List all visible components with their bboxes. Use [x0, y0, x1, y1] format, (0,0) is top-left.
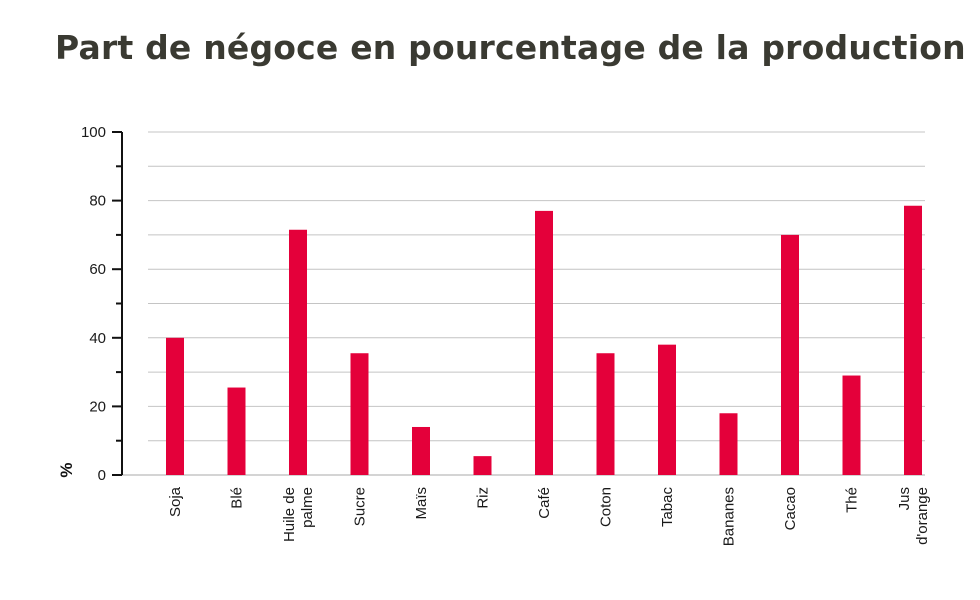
chart-title: Part de négoce en pourcentage de la prod…	[55, 28, 966, 67]
bar	[227, 387, 246, 475]
x-category-label: Soja	[167, 486, 184, 517]
x-category-label: Bananes	[721, 487, 738, 546]
x-category-label: Tabac	[659, 487, 676, 528]
bar	[535, 210, 553, 475]
bar	[658, 344, 676, 475]
bar	[904, 205, 922, 475]
x-category-label: d'orange	[914, 487, 931, 545]
x-category-label: Jus	[896, 487, 913, 510]
bar	[596, 353, 615, 475]
y-tick-label: 40	[89, 330, 106, 347]
bar	[412, 426, 430, 475]
x-category-label: Café	[536, 487, 553, 519]
bar	[166, 337, 184, 475]
y-tick-label: 0	[98, 467, 106, 484]
y-tick-label: 60	[89, 261, 106, 278]
x-category-label: Thé	[844, 487, 861, 513]
x-category-label: Maïs	[413, 487, 430, 520]
bar	[781, 234, 799, 475]
bar	[350, 353, 369, 475]
y-axis-label: %	[57, 462, 76, 477]
x-category-label: Cacao	[782, 487, 799, 530]
x-category-label: Blé	[229, 487, 246, 509]
x-category-label: palme	[299, 487, 316, 528]
x-category-label: Riz	[475, 487, 492, 509]
bar	[473, 456, 492, 475]
bar	[719, 413, 738, 475]
y-tick-label: 100	[81, 124, 106, 141]
bar	[289, 229, 307, 475]
x-category-label: Coton	[598, 487, 615, 527]
y-tick-label: 20	[89, 398, 106, 415]
bar	[842, 375, 861, 475]
x-category-label: Huile de	[281, 487, 298, 542]
y-tick-label: 80	[89, 193, 106, 210]
x-category-label: Sucre	[352, 487, 369, 526]
